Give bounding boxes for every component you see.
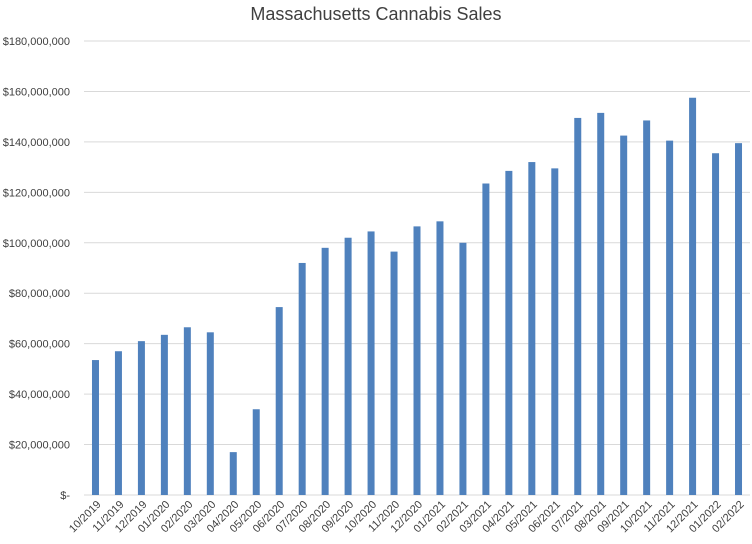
y-tick-label: $160,000,000 [3,86,70,98]
y-tick-label: $60,000,000 [9,339,70,351]
y-tick-label: $180,000,000 [3,36,70,48]
bar [206,332,214,495]
bar [551,168,559,495]
bar [183,327,191,495]
bar [574,117,582,495]
bar [229,452,237,495]
bar [390,251,398,495]
y-tick-label: $140,000,000 [3,137,70,149]
bar [482,183,490,495]
bar [344,237,352,495]
bar [712,153,720,495]
bar [666,140,674,495]
y-tick-label: $20,000,000 [9,440,70,452]
bar [505,170,513,495]
y-tick-label: $120,000,000 [3,187,70,199]
y-tick-label: $100,000,000 [3,238,70,250]
y-tick-label: $- [60,490,70,502]
bar [321,247,329,495]
y-tick-label: $80,000,000 [9,288,70,300]
y-tick-label: $40,000,000 [9,389,70,401]
bar [137,341,145,495]
bar [413,226,421,495]
bar [91,360,99,495]
bar [436,221,444,496]
bar [735,143,743,495]
bar [528,162,536,496]
bar [643,120,651,495]
bar [689,97,697,495]
bar [275,307,283,495]
chart-title: Massachusetts Cannabis Sales [250,4,502,24]
bar [252,409,260,495]
bar [367,231,375,495]
bar [298,262,306,495]
bar [620,135,628,496]
bar [160,334,168,495]
bar [114,351,122,495]
bar [459,242,467,495]
bar [597,112,605,495]
